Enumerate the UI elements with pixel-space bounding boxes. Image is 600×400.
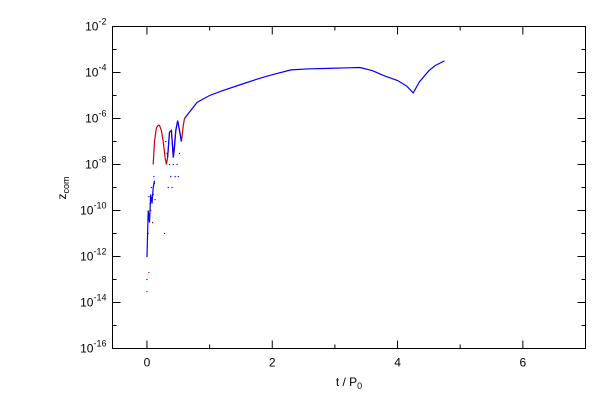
series-point-4 bbox=[171, 186, 173, 189]
series-point-4 bbox=[152, 193, 154, 196]
y-tick-label-base: 10 bbox=[80, 296, 94, 310]
series-line-3 bbox=[167, 120, 182, 158]
series-point-5 bbox=[146, 290, 148, 293]
series-point-4 bbox=[153, 175, 155, 178]
x-axis-label-subscript: 0 bbox=[357, 381, 362, 391]
series-point-4 bbox=[163, 232, 166, 235]
series-point-4 bbox=[174, 175, 176, 178]
series-point-4 bbox=[166, 152, 168, 155]
series-point-4 bbox=[148, 196, 150, 198]
y-axis-label: zcom bbox=[55, 176, 71, 199]
y-tick-label-base: 10 bbox=[80, 204, 94, 218]
y-tick-label-base: 10 bbox=[85, 112, 99, 126]
plot-frame bbox=[112, 26, 586, 349]
series-point-4 bbox=[146, 278, 148, 281]
series-point-5 bbox=[148, 216, 151, 219]
y-tick-label-base: 10 bbox=[85, 158, 99, 172]
series-layer bbox=[146, 60, 445, 343]
series-point-4 bbox=[167, 186, 169, 189]
y-tick-label-base: 10 bbox=[80, 250, 94, 264]
y-tick-label: 10-6 bbox=[85, 109, 106, 126]
series-point-5 bbox=[146, 340, 148, 343]
y-tick-label-exponent: -8 bbox=[98, 155, 106, 165]
x-axis-label: t / P0 bbox=[336, 375, 362, 391]
series-point-4 bbox=[170, 175, 172, 178]
series-point-4 bbox=[168, 163, 171, 166]
y-tick-label-exponent: -10 bbox=[93, 201, 106, 211]
x-tick-label: 6 bbox=[520, 356, 527, 370]
series-point-4 bbox=[151, 198, 153, 201]
series-point-4 bbox=[172, 163, 174, 166]
y-tick-label-exponent: -12 bbox=[93, 247, 106, 257]
y-axis-label-main: z bbox=[55, 194, 69, 200]
y-tick-label: 10-10 bbox=[80, 201, 106, 218]
y-tick-label-exponent: -2 bbox=[98, 17, 106, 27]
y-tick-label-base: 10 bbox=[85, 66, 99, 80]
series-point-5 bbox=[150, 209, 152, 212]
x-tick-label: 0 bbox=[144, 356, 151, 370]
series-point-4 bbox=[146, 255, 148, 258]
series-point-4 bbox=[165, 140, 167, 143]
x-tick-label: 2 bbox=[269, 356, 276, 370]
y-tick-label: 10-14 bbox=[80, 293, 106, 310]
y-tick-label: 10-8 bbox=[85, 155, 106, 172]
series-line-1 bbox=[146, 180, 156, 257]
series-point-4 bbox=[176, 163, 178, 166]
y-tick-label-exponent: -6 bbox=[98, 109, 106, 119]
y-tick-label: 10-12 bbox=[80, 247, 106, 264]
series-point-5 bbox=[151, 221, 154, 224]
x-axis-label-main: t / P bbox=[336, 375, 357, 389]
y-tick-label: 10-2 bbox=[85, 17, 106, 34]
series-line-0 bbox=[184, 60, 445, 119]
series-point-4 bbox=[178, 152, 181, 155]
series-point-4 bbox=[153, 182, 156, 185]
y-tick-label-exponent: -16 bbox=[93, 339, 106, 349]
series-point-5 bbox=[148, 271, 150, 274]
series-point-4 bbox=[177, 175, 179, 178]
y-tick-label: 10-4 bbox=[85, 63, 106, 80]
series-point-4 bbox=[149, 202, 151, 205]
y-tick-label-base: 10 bbox=[85, 20, 99, 34]
y-axis-label-subscript: com bbox=[61, 176, 71, 193]
series-point-4 bbox=[150, 186, 152, 189]
y-tick-label-base: 10 bbox=[80, 342, 94, 356]
series-point-5 bbox=[147, 232, 149, 235]
y-tick-label-exponent: -4 bbox=[98, 63, 106, 73]
x-axis: 0 2 4 6 bbox=[144, 26, 527, 370]
y-tick-label: 10-16 bbox=[80, 339, 106, 356]
y-tick-label-exponent: -14 bbox=[93, 293, 106, 303]
x-tick-label: 4 bbox=[394, 356, 401, 370]
series-point-5 bbox=[154, 198, 156, 201]
